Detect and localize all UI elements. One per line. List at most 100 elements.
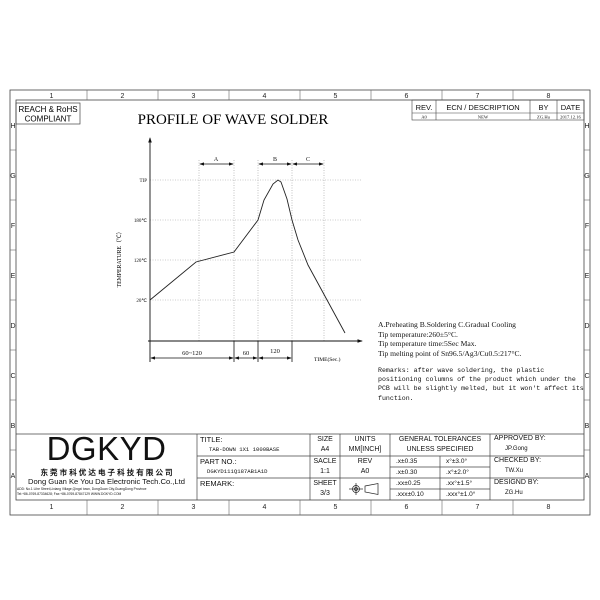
company-name-en: Dong Guan Ke You Da Electronic Tech.Co.,… bbox=[28, 477, 185, 486]
chart-gridlines bbox=[150, 160, 362, 341]
rev-label: REV bbox=[357, 458, 373, 465]
company-logo: DGKYD bbox=[46, 430, 167, 467]
note-tip-time: Tip temperature time:5Sec Max. bbox=[378, 339, 477, 349]
row-label-left: B bbox=[11, 423, 16, 430]
tolerance-header-line1: GENERAL TOLERANCES bbox=[398, 436, 482, 443]
y-tick-20: 20℃ bbox=[136, 298, 147, 304]
column-label-bottom: 1 bbox=[50, 504, 54, 511]
by-header: BY bbox=[538, 103, 548, 112]
x-axis-label: TIME(Sec.) bbox=[314, 356, 341, 363]
remark-label: REMARK: bbox=[200, 479, 235, 488]
tolerance-header: GENERAL TOLERANCES UNLESS SPECIFIED bbox=[390, 435, 490, 455]
row-label-right: B bbox=[585, 423, 590, 430]
row-label-left: C bbox=[10, 373, 15, 380]
temperature-curve bbox=[149, 179, 346, 334]
tolerance-header-line2: UNLESS SPECIFIED bbox=[406, 446, 474, 453]
column-label-bottom: 4 bbox=[263, 504, 267, 511]
zone-label-a: A bbox=[214, 157, 219, 163]
column-label-top: 3 bbox=[192, 93, 196, 100]
row-label-left: D bbox=[10, 323, 15, 330]
checked-label: CHECKED BY: bbox=[494, 457, 542, 464]
row-label-right: A bbox=[585, 473, 590, 480]
title-value: TAB-DOWN 1X1 1000BASE bbox=[209, 446, 280, 453]
duration-dimensions bbox=[150, 341, 293, 362]
date-header: DATE bbox=[561, 103, 580, 112]
column-label-bottom: 3 bbox=[192, 504, 196, 511]
third-angle-projection-icon bbox=[349, 483, 379, 495]
tolerance-linear-2: .x±0.30 bbox=[396, 469, 418, 476]
company-address: ADD: No.1 Lihe Street,Lixiang Village,Qi… bbox=[17, 487, 147, 491]
units-value: MM[INCH] bbox=[348, 446, 382, 453]
units-cell: UNITS MM[INCH] bbox=[340, 435, 390, 455]
company-name-cn: 东 莞 市 科 优 达 电 子 科 技 有 限 公 司 bbox=[40, 468, 173, 477]
y-tick-120: 120℃ bbox=[134, 258, 148, 264]
column-label-top: 1 bbox=[50, 93, 54, 100]
rev-value-block: A0 bbox=[360, 468, 370, 475]
solder-profile-chart: A B C TIP 180℃ 120℃ 20℃ TEMPERATURE（℃） 6… bbox=[116, 137, 363, 363]
duration-mid: 60 bbox=[243, 350, 250, 357]
row-label-left: H bbox=[10, 123, 15, 130]
part-no-value: DGKYD111Q187AB1A1D bbox=[207, 468, 268, 475]
compliance-line1: REACH & RoHS bbox=[18, 105, 77, 114]
row-label-left: E bbox=[11, 273, 16, 280]
row-label-right: E bbox=[585, 273, 590, 280]
part-no-label: PART NO.: bbox=[200, 457, 237, 466]
approved-label: APPROVED BY: bbox=[494, 435, 546, 442]
tolerance-angular-4: .xxx°±1.0° bbox=[446, 491, 476, 498]
column-label-bottom: 2 bbox=[121, 504, 125, 511]
rev-value: A0 bbox=[421, 115, 427, 120]
row-label-right: F bbox=[585, 223, 589, 230]
scale-label: SACLE bbox=[313, 458, 337, 465]
column-label-top: 7 bbox=[476, 93, 480, 100]
column-label-bottom: 5 bbox=[334, 504, 338, 511]
by-value: ZG.Hu bbox=[537, 115, 551, 120]
note-tip-temperature: Tip temperature:260±5°C. bbox=[378, 329, 458, 339]
approved-value: JP.Gong bbox=[505, 446, 528, 452]
duration-solder: 120 bbox=[270, 348, 280, 355]
tolerance-angular-3: .xx°±1.5° bbox=[446, 480, 473, 487]
sheet-label: SHEET bbox=[313, 480, 337, 487]
tolerance-linear-1: .x±0.35 bbox=[396, 458, 418, 465]
scale-value: 1:1 bbox=[320, 468, 330, 475]
rev-header: REV. bbox=[416, 103, 433, 112]
checked-value: TW.Xu bbox=[505, 468, 524, 474]
column-label-top: 8 bbox=[547, 93, 551, 100]
sheet-value: 3/3 bbox=[320, 490, 330, 497]
designed-value: ZG.Hu bbox=[505, 490, 523, 496]
size-cell: SIZE A4 bbox=[310, 435, 340, 455]
row-label-left: F bbox=[11, 223, 15, 230]
rev-cell: REV A0 bbox=[340, 457, 390, 477]
size-label: SIZE bbox=[317, 436, 333, 443]
tolerance-angular-2: .x°±2.0° bbox=[446, 469, 469, 476]
ecn-value: NEW bbox=[478, 115, 489, 120]
remarks-text: Remarks: after wave soldering, the plast… bbox=[378, 367, 584, 402]
designed-label: DESIGND BY: bbox=[494, 479, 539, 486]
y-tick-180: 180℃ bbox=[134, 218, 148, 224]
row-label-left: A bbox=[11, 473, 16, 480]
date-value: 2017.12.16 bbox=[560, 115, 581, 120]
scale-cell: SACLE 1:1 bbox=[310, 457, 340, 477]
column-label-bottom: 7 bbox=[476, 504, 480, 511]
row-label-right: C bbox=[584, 373, 589, 380]
title-label: TITLE: bbox=[200, 435, 223, 444]
column-label-bottom: 6 bbox=[405, 504, 409, 511]
row-label-right: H bbox=[584, 123, 589, 130]
column-label-top: 4 bbox=[263, 93, 267, 100]
tolerance-angular-1: x°±3.0° bbox=[446, 458, 468, 465]
zone-label-c: C bbox=[306, 157, 310, 163]
note-zones: A.Preheating B.Soldering C.Gradual Cooli… bbox=[378, 320, 516, 329]
ecn-header: ECN / DESCRIPTION bbox=[446, 103, 519, 112]
revision-table bbox=[411, 99, 585, 121]
row-label-right: D bbox=[584, 323, 589, 330]
column-label-top: 2 bbox=[121, 93, 125, 100]
column-label-top: 5 bbox=[334, 93, 338, 100]
y-tick-tip: TIP bbox=[140, 179, 148, 184]
drawing-title: PROFILE OF WAVE SOLDER bbox=[138, 112, 329, 128]
size-value: A4 bbox=[320, 446, 330, 453]
zone-label-b: B bbox=[273, 157, 277, 163]
tolerance-linear-3: .xx±0.25 bbox=[396, 480, 421, 487]
company-contact: Tel:+86-0769-87334628; Fax:+86-0769-8784… bbox=[17, 492, 122, 496]
compliance-box bbox=[15, 102, 81, 125]
